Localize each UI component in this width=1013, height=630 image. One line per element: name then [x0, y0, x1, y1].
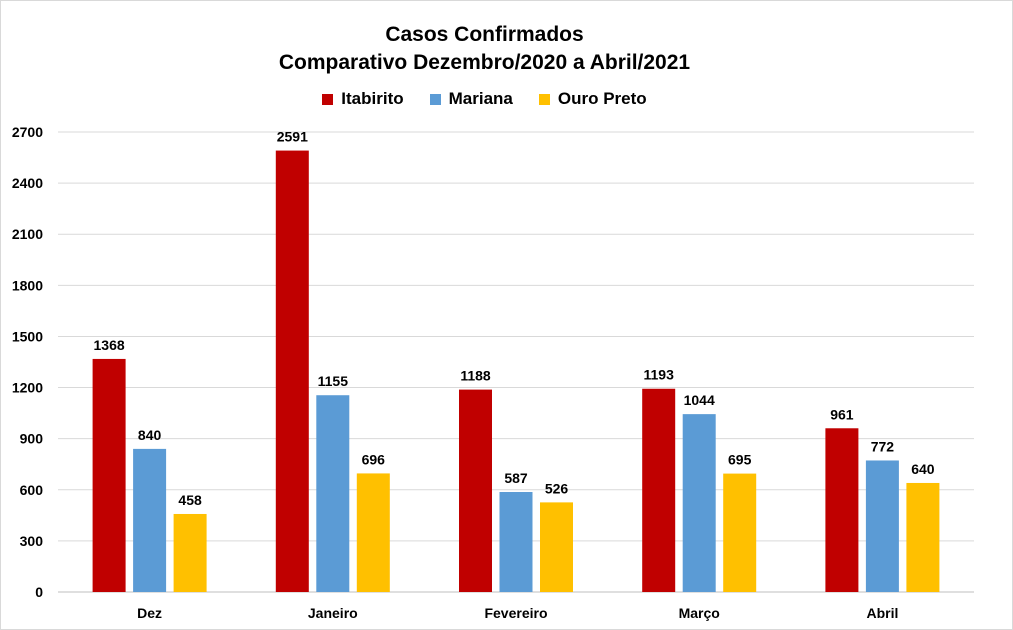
y-tick-label: 1500: [12, 328, 43, 344]
y-tick-label: 300: [20, 533, 44, 549]
data-label: 840: [138, 427, 162, 443]
data-label: 696: [362, 451, 386, 467]
x-tick-label: Abril: [866, 605, 898, 621]
x-tick-label: Março: [679, 605, 720, 621]
legend-swatch-mariana: [429, 93, 441, 105]
y-tick-label: 600: [20, 482, 44, 498]
legend-label-itabirito: Itabirito: [341, 89, 404, 108]
bar: [275, 150, 309, 592]
bar: [723, 473, 757, 592]
legend-item-ouro-preto: Ouro Preto: [538, 89, 647, 109]
y-tick-label: 2100: [12, 226, 43, 242]
bar: [133, 448, 167, 592]
x-tick-label: Janeiro: [308, 605, 358, 621]
bar: [356, 473, 390, 592]
data-label: 1044: [684, 392, 715, 408]
chart-legend: Itabirito Mariana Ouro Preto: [1, 89, 968, 109]
bar: [173, 513, 207, 592]
data-label: 1155: [318, 373, 349, 389]
y-tick-label: 2400: [12, 175, 43, 191]
bar: [92, 358, 126, 592]
legend-item-mariana: Mariana: [429, 89, 513, 109]
data-label: 1188: [460, 368, 491, 384]
data-label: 1193: [644, 367, 675, 383]
bar: [499, 491, 533, 592]
data-label: 772: [871, 438, 895, 454]
y-tick-label: 900: [20, 431, 44, 447]
bar: [540, 502, 573, 592]
y-tick-label: 2700: [12, 124, 43, 140]
bar: [906, 482, 940, 592]
legend-swatch-itabirito: [322, 93, 334, 105]
legend-label-ouro-preto: Ouro Preto: [557, 89, 647, 108]
bar: [865, 460, 899, 592]
x-tick-label: Dez: [137, 605, 162, 621]
bar: [682, 414, 716, 592]
legend-label-mariana: Mariana: [448, 89, 513, 108]
data-label: 1368: [94, 337, 125, 353]
data-label: 695: [728, 452, 752, 468]
data-label: 2591: [277, 129, 308, 145]
data-label: 526: [545, 480, 569, 496]
data-label: 640: [911, 461, 935, 477]
y-tick-label: 1200: [12, 380, 43, 396]
chart-title: Casos Confirmados: [385, 23, 584, 46]
bar: [459, 389, 492, 592]
legend-item-itabirito: Itabirito: [322, 89, 404, 109]
data-label: 587: [504, 470, 528, 486]
data-label: 961: [830, 406, 854, 422]
x-tick-label: Fevereiro: [484, 605, 547, 621]
bar: [316, 395, 350, 592]
y-tick-label: 0: [35, 584, 43, 600]
legend-swatch-ouro-preto: [538, 93, 550, 105]
data-label: 458: [178, 492, 202, 508]
y-tick-label: 1800: [12, 277, 43, 293]
bar: [825, 428, 859, 592]
chart-subtitle: Comparativo Dezembro/2020 a Abril/2021: [278, 51, 691, 74]
bar: [642, 388, 676, 592]
chart-title-block: Casos Confirmados Comparativo Dezembro/2…: [1, 21, 968, 77]
